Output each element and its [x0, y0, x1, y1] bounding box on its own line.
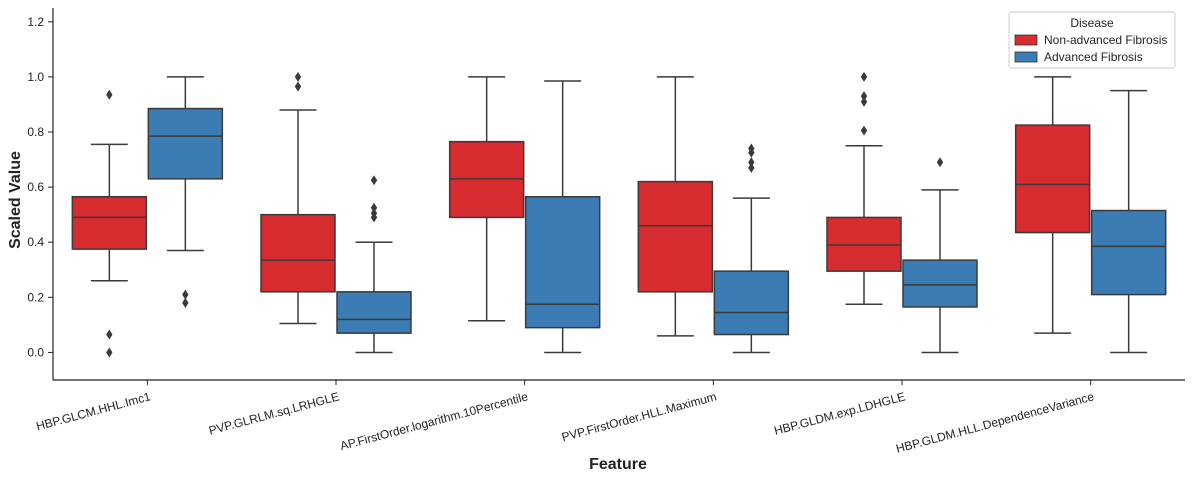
y-axis-ticks: 0.0 0.2 0.4 0.6 0.8 1.0 1.2: [27, 15, 53, 359]
outlier-point: [370, 212, 378, 223]
y-tick-label: 0.8: [27, 125, 44, 139]
outlier-point: [106, 89, 113, 100]
y-axis-title: Scaled Value: [7, 151, 24, 249]
interquartile-box: [336, 291, 412, 334]
box-advanced: [1090, 89, 1167, 354]
outlier-point: [748, 157, 755, 168]
interquartile-box: [524, 196, 601, 329]
y-tick-label: 0.2: [27, 290, 44, 304]
box-advanced: [713, 143, 790, 354]
box-non-advanced: [1014, 76, 1091, 334]
outlier-point: [860, 71, 868, 82]
x-tick-label: HBP.GLDM.HLL.DependenceVariance: [894, 389, 1095, 455]
y-tick-label: 0.6: [27, 180, 44, 194]
box-advanced: [336, 175, 412, 354]
outlier-point: [860, 96, 868, 107]
outlier-point: [370, 202, 378, 213]
outlier-point: [182, 297, 189, 308]
x-tick-label: HBP.GLCM.HHL.Imc1: [35, 389, 153, 433]
legend: Disease Non-advanced Fibrosis Advanced F…: [1008, 11, 1176, 69]
box-non-advanced: [637, 76, 714, 337]
y-tick-label: 1.0: [27, 70, 44, 84]
x-axis-ticks: HBP.GLCM.HHL.Imc1 PVP.GLRLM.sq.LRHGLEAP.F…: [35, 380, 1096, 456]
y-tick-label: 1.2: [27, 15, 44, 29]
interquartile-box: [1090, 209, 1167, 296]
y-tick-label: 0.4: [27, 235, 44, 249]
y-tick-label: 0.0: [27, 345, 44, 359]
outlier-point: [370, 175, 378, 186]
box-non-advanced: [448, 76, 525, 322]
box-advanced: [147, 76, 224, 308]
legend-title: Disease: [1070, 16, 1114, 30]
legend-swatch-non-advanced: [1014, 34, 1038, 46]
interquartile-box: [71, 196, 148, 250]
outlier-point: [294, 81, 302, 92]
box-non-advanced: [826, 71, 902, 305]
outlier-point: [182, 289, 189, 300]
outlier-point: [106, 329, 113, 340]
box-advanced: [524, 80, 601, 354]
legend-label-advanced: Advanced Fibrosis: [1044, 50, 1143, 64]
x-tick-label: PVP.FirstOrder.HLL.Maximum: [560, 389, 718, 444]
interquartile-box: [713, 270, 790, 336]
legend-frame: [1008, 11, 1176, 69]
legend-swatch-advanced: [1014, 51, 1038, 63]
box-advanced: [902, 157, 978, 354]
x-tick-label: PVP.GLRLM.sq.LRHGLE: [207, 389, 341, 437]
interquartile-box: [147, 107, 224, 180]
x-axis-title: Feature: [589, 456, 647, 473]
interquartile-box: [902, 259, 978, 308]
outlier-point: [860, 91, 868, 102]
outlier-point: [748, 147, 755, 158]
outlier-point: [106, 347, 113, 358]
outlier-point: [294, 71, 302, 82]
outlier-point: [860, 125, 868, 136]
legend-label-non-advanced: Non-advanced Fibrosis: [1044, 33, 1167, 47]
x-tick-label: HBP.GLDM.exp.LDHGLE: [773, 389, 907, 438]
plot-area: [71, 71, 1167, 358]
box-non-advanced: [260, 71, 336, 325]
outlier-point: [748, 162, 755, 173]
x-tick-label: AP.FirstOrder.logarithm.10Percentile: [339, 389, 530, 453]
box-non-advanced: [71, 89, 148, 358]
outlier-point: [936, 157, 944, 168]
interquartile-box: [637, 180, 714, 293]
interquartile-box: [1014, 124, 1091, 234]
interquartile-box: [260, 213, 336, 293]
